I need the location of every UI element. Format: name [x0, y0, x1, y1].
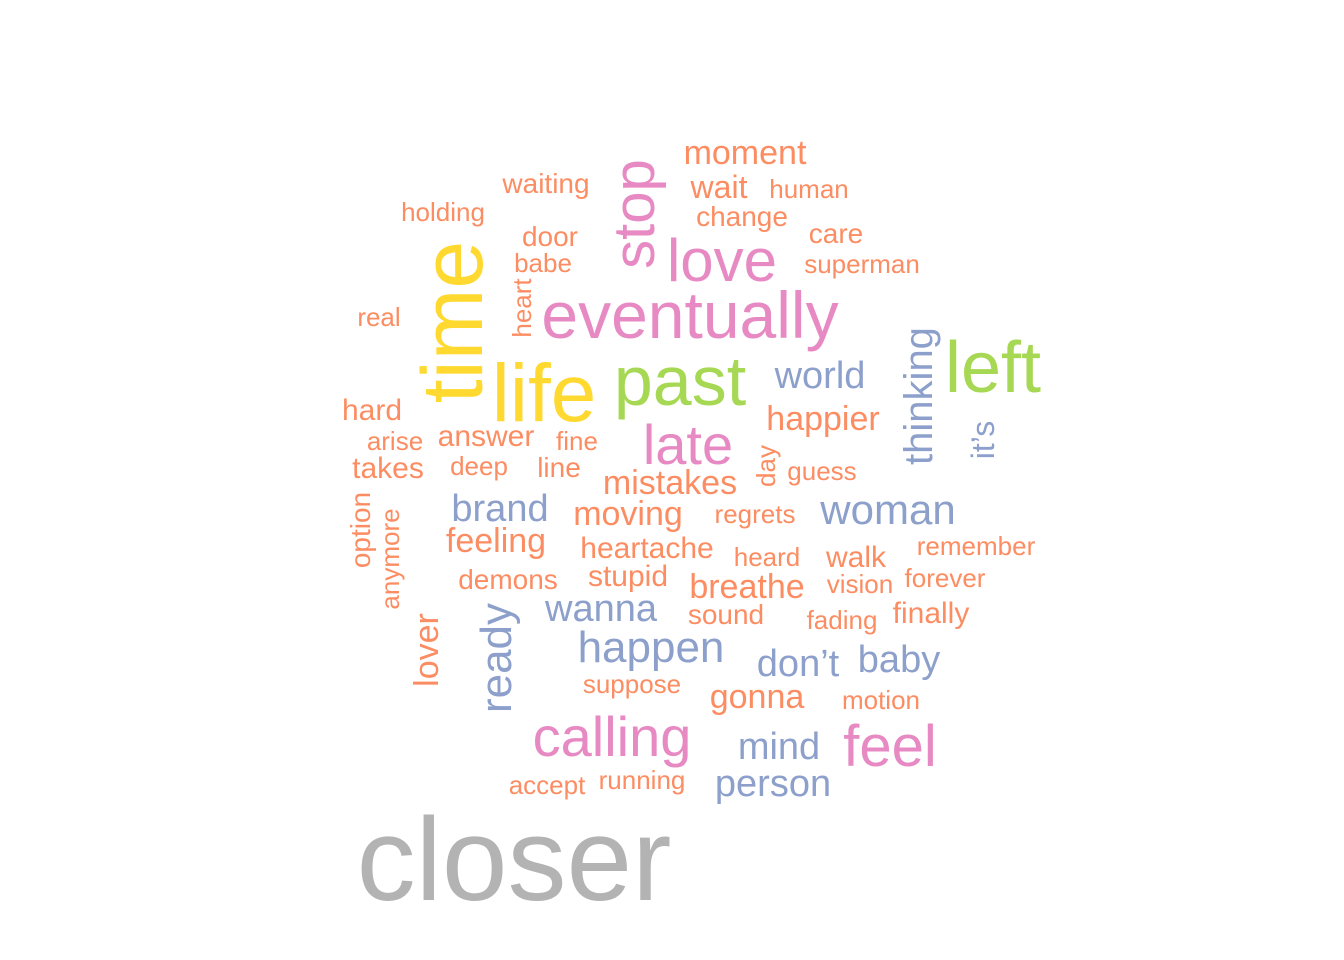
word-it-s: it’s: [965, 421, 1001, 460]
word-life: life: [492, 348, 597, 439]
word-vision: vision: [827, 569, 893, 599]
word-superman: superman: [804, 249, 920, 279]
word-option: option: [345, 492, 376, 568]
word-heartache: heartache: [580, 532, 713, 565]
word-heart: heart: [507, 278, 537, 338]
word-moving: moving: [573, 495, 683, 533]
word-woman: woman: [819, 486, 955, 533]
word-stop: stop: [602, 159, 667, 269]
word-sound: sound: [688, 599, 764, 630]
word-remember: remember: [917, 531, 1036, 561]
word-regrets: regrets: [715, 499, 796, 529]
word-wanna: wanna: [544, 588, 658, 630]
word-arise: arise: [367, 426, 423, 456]
word-fading: fading: [807, 605, 878, 635]
word-past: past: [614, 342, 746, 420]
word-day: day: [751, 445, 781, 487]
word-closer: closer: [357, 794, 672, 926]
word-finally: finally: [893, 597, 970, 630]
word-line: line: [537, 452, 581, 483]
word-love: love: [667, 227, 777, 294]
word-fine: fine: [556, 426, 598, 456]
word-care: care: [809, 218, 863, 249]
word-world: world: [774, 355, 866, 397]
word-deep: deep: [450, 451, 508, 481]
word-breathe: breathe: [689, 568, 804, 606]
word-time: time: [405, 241, 501, 403]
word-hard: hard: [342, 394, 402, 427]
word-thinking: thinking: [897, 327, 941, 465]
word-calling: calling: [533, 705, 692, 768]
word-door: door: [522, 221, 578, 252]
word-real: real: [357, 302, 400, 332]
word-ready: ready: [472, 603, 521, 713]
word-feeling: feeling: [446, 522, 546, 560]
word-stupid: stupid: [588, 560, 668, 593]
word-happen: happen: [578, 623, 725, 672]
word-lover: lover: [408, 613, 446, 687]
word-motion: motion: [842, 685, 920, 715]
word-brand: brand: [451, 488, 548, 530]
word-human: human: [769, 174, 849, 204]
word-gonna: gonna: [710, 678, 805, 716]
word-anymore: anymore: [375, 508, 405, 609]
word-mind: mind: [738, 726, 820, 768]
word-heard: heard: [734, 542, 801, 572]
word-left: left: [945, 328, 1041, 408]
word-don-t: don’t: [757, 643, 840, 685]
word-late: late: [643, 413, 733, 476]
word-suppose: suppose: [583, 669, 681, 699]
word-guess: guess: [787, 456, 856, 486]
word-forever: forever: [905, 563, 986, 593]
word-moment: moment: [684, 134, 807, 172]
word-eventually: eventually: [541, 278, 838, 352]
word-answer: answer: [438, 420, 535, 453]
word-accept: accept: [509, 770, 586, 800]
word-running: running: [599, 765, 686, 795]
word-demons: demons: [458, 564, 558, 595]
word-happier: happier: [766, 400, 879, 438]
word-wait: wait: [690, 169, 748, 205]
word-mistakes: mistakes: [603, 464, 737, 502]
word-waiting: waiting: [501, 168, 589, 199]
word-baby: baby: [858, 639, 940, 681]
word-walk: walk: [825, 541, 887, 574]
word-feel: feel: [843, 714, 937, 779]
word-holding: holding: [401, 197, 485, 227]
word-babe: babe: [514, 248, 572, 278]
word-change: change: [696, 201, 788, 232]
word-person: person: [715, 763, 831, 805]
word-takes: takes: [352, 452, 424, 485]
